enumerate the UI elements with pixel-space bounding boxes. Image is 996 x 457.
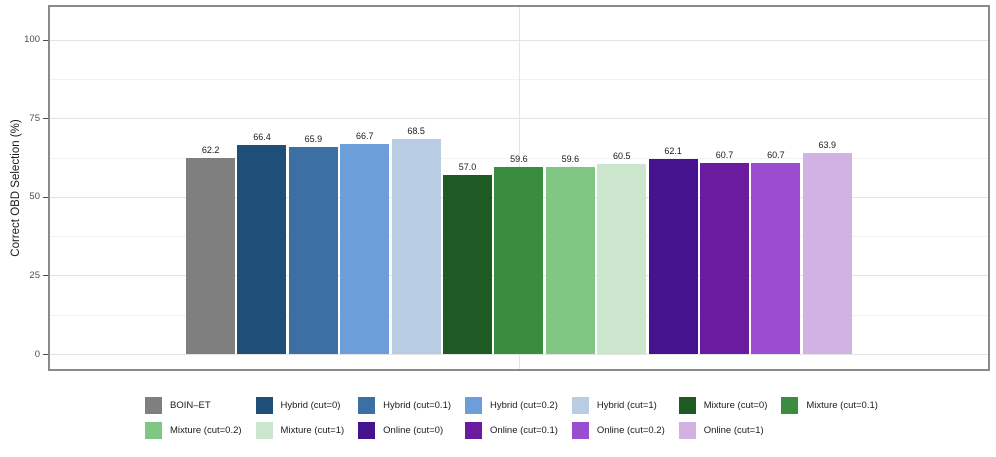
bar-6: 57.0 — [443, 162, 493, 354]
legend-item: Online (cut=0.1) — [465, 422, 558, 439]
legend-item: Mixture (cut=1) — [255, 422, 345, 439]
bar-3: 65.9 — [288, 134, 338, 354]
legend-swatch — [255, 397, 273, 414]
bar-value-label: 57.0 — [458, 161, 477, 172]
legend-item: Mixture (cut=0.1) — [781, 397, 878, 414]
bar-value-label: 63.9 — [818, 140, 837, 151]
legend-item: Online (cut=1) — [678, 422, 768, 439]
y-axis-title: Correct OBD Selection (%) — [10, 119, 22, 257]
bar-value-label: 60.5 — [612, 150, 631, 161]
bar-value-label: 59.6 — [561, 153, 580, 164]
legend-swatch — [255, 422, 273, 439]
bar-value-label: 65.9 — [304, 133, 323, 144]
legend-swatch — [781, 397, 799, 414]
legend-item: BOIN–ET — [145, 397, 242, 414]
y-tick-label: 0 — [34, 348, 40, 360]
legend-swatch — [571, 397, 589, 414]
legend-swatch — [465, 397, 483, 414]
bar-value-label: 59.6 — [510, 153, 528, 164]
y-tick-mark — [43, 39, 48, 41]
legend-label: Mixture (cut=1) — [280, 425, 345, 436]
legend-item: Mixture (cut=0.2) — [145, 422, 242, 439]
bar-4: 66.7 — [340, 131, 390, 354]
bar-5: 68.5 — [391, 126, 441, 354]
y-tick-label: 100 — [24, 34, 40, 46]
legend-item: Hybrid (cut=0.1) — [358, 397, 451, 414]
bar-value-label: 60.7 — [715, 150, 734, 161]
legend: BOIN–ET Hybrid (cut=0) Hybrid (cut=0.1) Hyb… — [145, 397, 878, 439]
legend-label: Mixture (cut=0.2) — [170, 425, 242, 436]
bar-value-label: 62.2 — [201, 145, 220, 156]
bar-8: 59.6 — [545, 154, 595, 354]
bar-7: 59.6 — [494, 154, 544, 354]
y-tick-label: 75 — [29, 112, 40, 124]
legend-swatch — [678, 422, 696, 439]
legend-label: Hybrid (cut=0) — [280, 400, 341, 411]
legend-label: Hybrid (cut=0.1) — [383, 400, 452, 411]
legend-item: Online (cut=0.2) — [571, 422, 665, 439]
legend-label: Online (cut=0.1) — [490, 425, 558, 436]
bar-value-label: 60.7 — [767, 150, 785, 161]
legend-label: Online (cut=0) — [383, 425, 444, 436]
bar-1: 62.2 — [186, 145, 236, 354]
bar-value-label: 68.5 — [407, 125, 425, 136]
y-tick-mark — [43, 354, 48, 355]
legend-item: Hybrid (cut=0) — [255, 397, 345, 414]
bar-2: 66.4 — [237, 132, 287, 354]
y-tick-mark — [43, 196, 48, 198]
legend-label: Mixture (cut=0) — [703, 400, 768, 411]
legend-label: Online (cut=0.2) — [596, 425, 665, 436]
y-tick-label: 25 — [29, 269, 40, 281]
bar-13: 63.9 — [802, 140, 852, 354]
legend-item: Online (cut=0) — [358, 422, 451, 439]
legend-swatch — [465, 422, 483, 439]
bar-value-label: 62.1 — [664, 145, 682, 156]
legend-label: Hybrid (cut=0.2) — [490, 400, 558, 411]
legend-swatch — [145, 422, 162, 439]
bar-12: 60.7 — [751, 150, 801, 354]
bar-value-label: 66.4 — [253, 132, 271, 143]
bar-10: 62.1 — [648, 146, 698, 354]
legend-swatch — [678, 397, 696, 414]
legend-label: BOIN–ET — [170, 400, 211, 411]
y-tick-mark — [43, 118, 48, 120]
y-tick-mark — [43, 275, 48, 277]
bar-group: 62.2 66.4 65.9 66.7 68.5 57.0 59.6 59.6 60.5 62.1… — [186, 126, 852, 354]
legend-item: Hybrid (cut=1) — [571, 397, 665, 414]
legend-swatch — [358, 397, 376, 414]
legend-item: Mixture (cut=0) — [678, 397, 768, 414]
legend-swatch — [145, 397, 162, 414]
bar-11: 60.7 — [700, 150, 749, 354]
y-tick-label: 50 — [29, 191, 40, 203]
legend-swatch — [358, 422, 376, 439]
legend-label: Mixture (cut=0.1) — [806, 400, 878, 411]
legend-label: Online (cut=1) — [703, 425, 764, 436]
legend-swatch — [571, 422, 589, 439]
legend-label: Hybrid (cut=1) — [596, 400, 657, 411]
bar-value-label: 66.7 — [356, 131, 374, 142]
bar-9: 60.5 — [597, 151, 647, 354]
legend-item: Hybrid (cut=0.2) — [465, 397, 558, 414]
